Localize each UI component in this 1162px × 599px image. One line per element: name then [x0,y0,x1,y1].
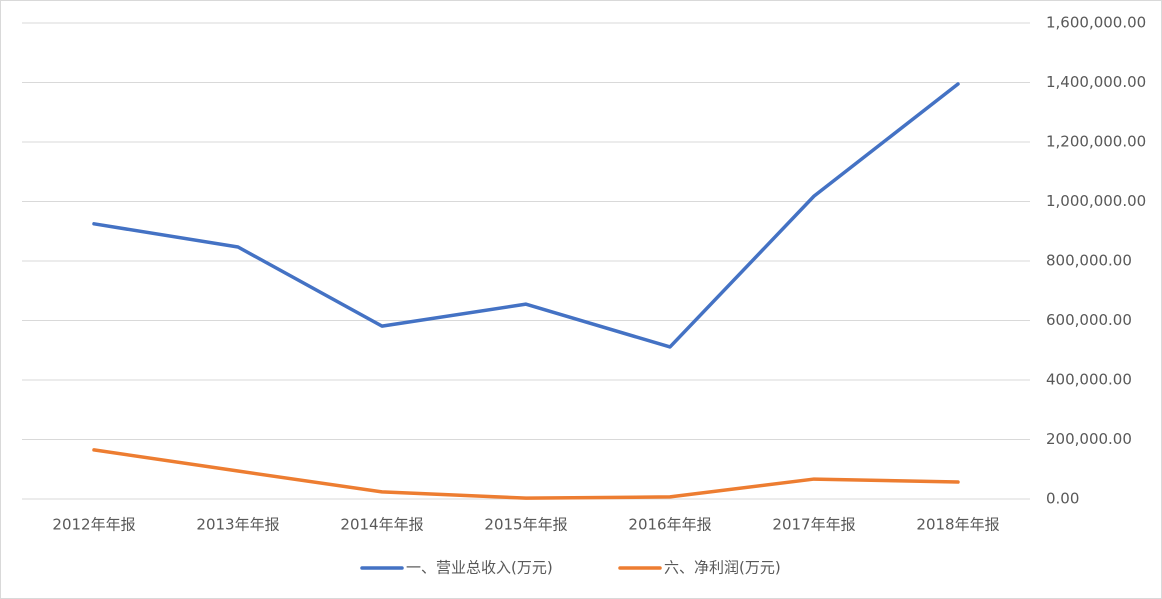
y-tick-label: 1,200,000.00 [1046,133,1146,151]
y-tick-label: 1,000,000.00 [1046,192,1146,210]
x-tick-label: 2016年年报 [628,516,711,534]
x-tick-label: 2017年年报 [772,516,855,534]
legend-label: 六、净利润(万元) [664,559,781,577]
y-tick-label: 1,400,000.00 [1046,73,1146,91]
legend-label: 一、营业总收入(万元) [406,559,553,577]
series-line [92,448,960,500]
y-tick-label: 400,000.00 [1046,371,1132,389]
x-tick-label: 2014年年报 [340,516,423,534]
x-tick-label: 2013年年报 [196,516,279,534]
y-tick-label: 800,000.00 [1046,252,1132,270]
x-tick-label: 2018年年报 [916,516,999,534]
y-tick-label: 1,600,000.00 [1046,14,1146,32]
y-tick-label: 0.00 [1046,490,1079,508]
x-tick-label: 2012年年报 [52,516,135,534]
y-tick-label: 600,000.00 [1046,311,1132,329]
x-tick-label: 2015年年报 [484,516,567,534]
y-tick-label: 200,000.00 [1046,430,1132,448]
series-line [92,82,960,349]
